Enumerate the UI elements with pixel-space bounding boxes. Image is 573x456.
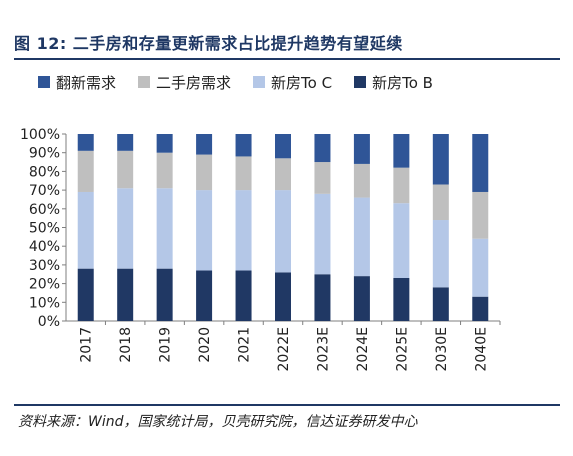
bar-segment-new-to-c bbox=[235, 190, 252, 271]
legend-label-new-to-b: 新房To B bbox=[372, 73, 433, 92]
bar-segment-new-to-b bbox=[314, 274, 331, 321]
bar-segment-renovation bbox=[353, 134, 370, 164]
bar-segment-new-to-b bbox=[196, 270, 213, 321]
bar-segment-second-hand bbox=[156, 152, 173, 189]
x-tick-label: 2021 bbox=[237, 327, 253, 363]
x-tick-label: 2040E bbox=[473, 327, 489, 371]
bar-segment-renovation bbox=[472, 134, 489, 192]
bar-segment-new-to-b bbox=[235, 270, 252, 321]
y-tick-label: 60% bbox=[29, 202, 60, 218]
y-tick-label: 70% bbox=[29, 183, 60, 199]
legend-swatch-renovation bbox=[38, 76, 50, 88]
bar-segment-second-hand bbox=[432, 184, 449, 221]
bar-segment-second-hand bbox=[314, 162, 331, 194]
bar-segment-new-to-c bbox=[156, 188, 173, 269]
legend-label-new-to-c: 新房To C bbox=[271, 73, 333, 92]
source-note: 资料来源：Wind，国家统计局，贝壳研究院，信达证券研发中心 bbox=[18, 414, 418, 430]
bar-segment-new-to-b bbox=[77, 268, 94, 321]
bar-segment-renovation bbox=[314, 134, 331, 163]
legend-item-second-hand: 二手房需求 bbox=[138, 72, 231, 93]
x-tick-label: 2030E bbox=[434, 327, 450, 371]
x-tick-label: 2024E bbox=[355, 327, 371, 371]
bar-segment-second-hand bbox=[353, 163, 370, 198]
bar-segment-renovation bbox=[235, 134, 252, 157]
legend-item-new-to-b: 新房To B bbox=[354, 72, 433, 93]
bar-segment-new-to-c bbox=[314, 193, 331, 275]
bar-segment-new-to-b bbox=[117, 268, 134, 321]
bar-segment-renovation bbox=[275, 134, 291, 159]
bar-segment-second-hand bbox=[472, 191, 489, 239]
bar-segment-second-hand bbox=[117, 150, 134, 189]
x-tick-label: 2022E bbox=[276, 327, 292, 371]
bar-segment-renovation bbox=[156, 134, 173, 153]
bar-segment-new-to-c bbox=[196, 190, 213, 271]
bar-segment-new-to-b bbox=[156, 268, 173, 321]
bar-segment-new-to-b bbox=[472, 296, 489, 321]
chart-title: 图 12: 二手房和存量更新需求占比提升趋势有望延续 bbox=[14, 34, 403, 53]
y-tick-label: 20% bbox=[29, 277, 60, 293]
bar-segment-new-to-c bbox=[472, 238, 489, 297]
footer-divider bbox=[14, 404, 560, 406]
legend-label-renovation: 翻新需求 bbox=[56, 73, 117, 92]
bar-segment-renovation bbox=[393, 134, 410, 168]
y-tick-label: 30% bbox=[29, 258, 60, 274]
x-tick-label: 2019 bbox=[158, 327, 174, 363]
chart-legend: 翻新需求 二手房需求 新房To C 新房To B bbox=[38, 70, 455, 94]
y-tick-label: 50% bbox=[29, 221, 60, 237]
chart-header: 图 12: 二手房和存量更新需求占比提升趋势有望延续 bbox=[14, 28, 560, 64]
bar-segment-new-to-b bbox=[275, 272, 291, 321]
legend-item-new-to-c: 新房To C bbox=[253, 72, 332, 93]
x-tick-label: 2017 bbox=[79, 327, 95, 363]
title-divider bbox=[14, 58, 560, 60]
y-tick-label: 0% bbox=[38, 314, 60, 330]
bar-segment-second-hand bbox=[275, 158, 291, 191]
bar-segment-new-to-c bbox=[117, 188, 134, 269]
bar-segment-new-to-c bbox=[77, 191, 94, 269]
legend-item-renovation: 翻新需求 bbox=[38, 72, 116, 93]
legend-label-second-hand: 二手房需求 bbox=[156, 73, 232, 92]
bar-segment-second-hand bbox=[235, 156, 252, 191]
bar-segment-new-to-b bbox=[393, 277, 410, 321]
y-tick-label: 10% bbox=[29, 295, 60, 311]
bar-segment-second-hand bbox=[393, 167, 410, 204]
y-tick-label: 100% bbox=[20, 127, 60, 143]
legend-swatch-new-to-b bbox=[354, 76, 367, 88]
x-tick-label: 2020 bbox=[197, 327, 213, 363]
bar-segment-renovation bbox=[432, 134, 449, 185]
bar-segment-second-hand bbox=[196, 154, 213, 191]
bar-segment-renovation bbox=[117, 134, 134, 151]
legend-swatch-new-to-c bbox=[253, 76, 266, 88]
x-tick-label: 2025E bbox=[394, 327, 410, 371]
bar-segment-renovation bbox=[77, 134, 94, 151]
legend-swatch-second-hand bbox=[138, 76, 151, 88]
y-tick-label: 80% bbox=[29, 164, 60, 180]
bar-segment-renovation bbox=[196, 134, 213, 155]
bar-segment-second-hand bbox=[77, 150, 94, 192]
bar-segment-new-to-c bbox=[432, 220, 449, 288]
x-tick-label: 2023E bbox=[315, 327, 331, 371]
bar-segment-new-to-b bbox=[353, 276, 370, 321]
x-tick-label: 2018 bbox=[118, 327, 134, 363]
bar-segment-new-to-c bbox=[393, 203, 410, 278]
y-tick-label: 40% bbox=[29, 239, 60, 255]
bar-segment-new-to-b bbox=[432, 287, 449, 321]
bar-segment-new-to-c bbox=[275, 190, 291, 273]
y-tick-label: 90% bbox=[29, 146, 60, 162]
bar-segment-new-to-c bbox=[353, 197, 370, 277]
